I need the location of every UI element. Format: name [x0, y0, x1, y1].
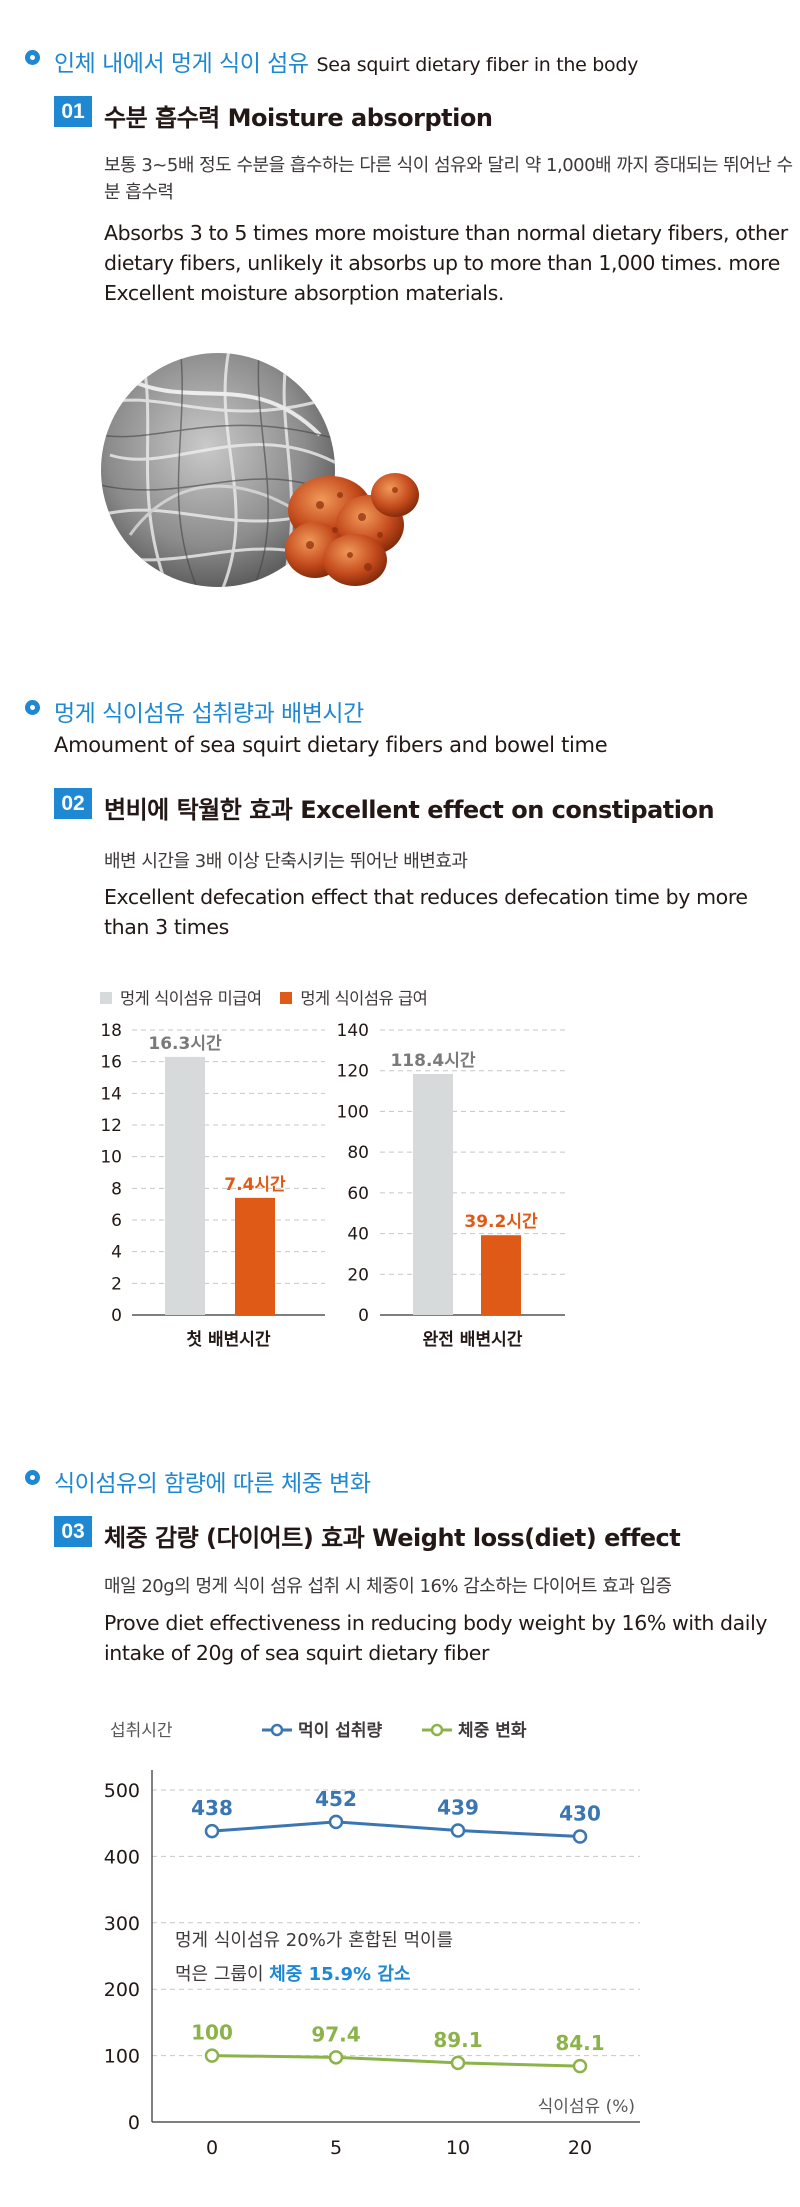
- weight-change-line-chart: 섭취시간 먹이 섭취량 체중 변화 0 100 200 300 400 500 0 5 10 20 식이섬…: [104, 1720, 640, 2159]
- y-tick-label: 4: [111, 1243, 122, 1263]
- y-tick-label: 300: [104, 1913, 140, 1935]
- section2-subtitle: Amoument of sea squirt dietary fibers an…: [54, 733, 608, 757]
- data-value-label: 438: [191, 1796, 233, 1820]
- item-number-badge: 02: [54, 788, 92, 819]
- data-value-label: 452: [315, 1787, 357, 1811]
- y-tick-label: 100: [104, 2046, 140, 2068]
- data-point: [328, 1814, 344, 1830]
- legend-marker: [270, 1723, 284, 1737]
- section1-title-en: Sea squirt dietary fiber in the body: [316, 54, 639, 76]
- data-value-label: 439: [437, 1796, 479, 1820]
- section-bullet-icon: [25, 50, 40, 65]
- y-tick-label: 18: [100, 1021, 122, 1041]
- section-bullet-icon: [25, 700, 40, 715]
- y-tick-label: 8: [111, 1179, 122, 1199]
- series-line: [211, 1820, 581, 1838]
- fiber-micrograph-image: [101, 353, 419, 587]
- item2-desc-ko: 배변 시간을 3배 이상 단축시키는 뛰어난 배변효과: [104, 851, 468, 872]
- x-tick-label: 5: [330, 2137, 342, 2159]
- legend-marker: [430, 1723, 444, 1737]
- legend-swatch-orange: [280, 992, 293, 1004]
- legend-swatch-gray: [100, 992, 112, 1004]
- data-value-label: 84.1: [555, 2031, 604, 2055]
- y-tick-label: 80: [347, 1143, 369, 1163]
- y-tick-label: 140: [337, 1021, 369, 1041]
- data-point: [572, 1829, 588, 1844]
- bar-value-label: 39.2시간: [464, 1212, 538, 1232]
- data-point: [450, 2055, 466, 2071]
- data-value-label: 100: [191, 2021, 233, 2045]
- section2-title: 멍게 식이섬유 섭취량과 배변시간: [54, 701, 364, 727]
- y-tick-label: 10: [100, 1148, 122, 1168]
- item-number-badge: 01: [54, 96, 92, 127]
- y-tick-label: 100: [337, 1102, 369, 1122]
- legend-label-treated: 멍게 식이섬유 급여: [300, 989, 428, 1008]
- item1-title: 수분 흡수력 Moisture absorption: [104, 104, 493, 132]
- data-point: [572, 2058, 588, 2074]
- y-axis-title: 섭취시간: [110, 1721, 173, 1741]
- y-tick-label: 6: [111, 1211, 122, 1231]
- annotation-highlight: 체중 15.9% 감소: [269, 1964, 410, 1985]
- series-line: [211, 2054, 581, 2068]
- x-category-label: 첫 배변시간: [186, 1329, 270, 1350]
- data-value-label: 97.4: [311, 2022, 360, 2046]
- item3-desc-ko: 매일 20g의 멍게 식이 섬유 섭취 시 체중이 16% 감소하는 다이어트 …: [104, 1576, 672, 1597]
- x-tick-label: 0: [206, 2137, 218, 2159]
- item2-title: 변비에 탁월한 효과 Excellent effect on constipat…: [104, 796, 715, 824]
- x-tick-label: 10: [446, 2137, 470, 2159]
- bar-value-label: 7.4시간: [224, 1175, 286, 1195]
- section3-title: 식이섬유의 함량에 따른 체중 변화: [54, 1471, 371, 1497]
- sea-squirt-icon: [285, 473, 419, 586]
- bar: [235, 1197, 275, 1315]
- y-tick-label: 20: [347, 1265, 369, 1285]
- item3-desc-en: Prove diet effectiveness in reducing bod…: [104, 1611, 768, 1665]
- x-category-label: 완전 배변시간: [423, 1330, 523, 1350]
- data-value-label: 89.1: [433, 2028, 482, 2052]
- y-tick-label: 0: [358, 1306, 369, 1326]
- legend-label: 체중 변화: [458, 1721, 527, 1741]
- annotation-prefix: 먹은 그룹이: [175, 1964, 269, 1985]
- y-tick-label: 14: [100, 1084, 122, 1104]
- y-tick-label: 2: [111, 1274, 122, 1294]
- bar-chart-legend: 멍게 식이섬유 미급여 멍게 식이섬유 급여: [100, 985, 428, 1009]
- y-tick-label: 0: [128, 2112, 140, 2134]
- section-bullet-icon: [25, 1470, 40, 1485]
- item1-desc-en: Absorbs 3 to 5 times more moisture than …: [104, 221, 788, 305]
- item3-title: 체중 감량 (다이어트) 효과 Weight loss(diet) effect: [104, 1524, 681, 1552]
- annotation-line1: 멍게 식이섬유 20%가 혼합된 먹이를: [175, 1930, 453, 1951]
- x-axis-title: 식이섬유 (%): [538, 2097, 635, 2117]
- item1-desc-ko: 보통 3~5배 정도 수분을 흡수하는 다른 식이 섬유와 달리 약 1,000…: [104, 155, 793, 203]
- legend-label-control: 멍게 식이섬유 미급여: [120, 989, 262, 1008]
- item2-desc-en: Excellent defecation effect that reduces…: [104, 885, 748, 939]
- bar: [481, 1235, 521, 1315]
- data-point: [328, 2050, 344, 2065]
- data-point: [204, 2048, 220, 2063]
- y-tick-label: 200: [104, 1979, 140, 2001]
- data-point: [204, 1823, 220, 1839]
- data-value-label: 430: [559, 1801, 601, 1825]
- y-tick-label: 12: [100, 1116, 122, 1136]
- y-tick-label: 500: [104, 1780, 140, 1802]
- y-tick-label: 16: [100, 1053, 122, 1073]
- bar-value-label: 16.3시간: [148, 1034, 222, 1054]
- section1-title: 인체 내에서 멍게 식이 섬유 Sea squirt dietary fiber …: [54, 44, 638, 78]
- annotation-line2: 먹은 그룹이 체중 15.9% 감소: [175, 1964, 410, 1985]
- bar: [413, 1073, 453, 1315]
- data-point: [450, 1823, 466, 1838]
- legend-label: 먹이 섭취량: [298, 1720, 382, 1741]
- x-tick-label: 20: [568, 2137, 592, 2159]
- item-number-badge: 03: [54, 1516, 92, 1547]
- y-tick-label: 60: [347, 1184, 369, 1204]
- y-tick-label: 40: [347, 1225, 369, 1245]
- y-tick-label: 0: [111, 1306, 122, 1326]
- section1-title-ko: 인체 내에서 멍게 식이 섬유: [54, 51, 309, 77]
- y-tick-label: 120: [337, 1062, 369, 1082]
- bar: [165, 1056, 205, 1315]
- y-tick-label: 400: [104, 1846, 140, 1868]
- bar-value-label: 118.4시간: [390, 1051, 475, 1071]
